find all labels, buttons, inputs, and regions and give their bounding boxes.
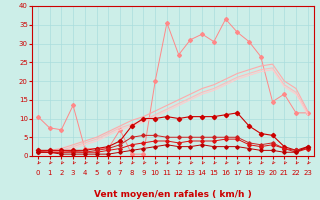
X-axis label: Vent moyen/en rafales ( km/h ): Vent moyen/en rafales ( km/h )	[94, 190, 252, 199]
